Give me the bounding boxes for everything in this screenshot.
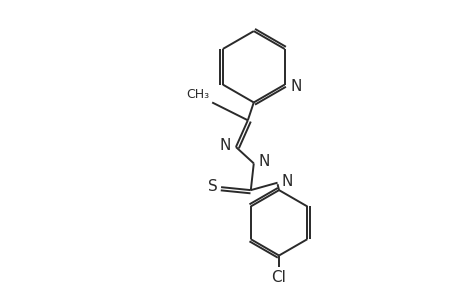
- Text: CH₃: CH₃: [185, 88, 209, 101]
- Text: N: N: [289, 79, 301, 94]
- Text: N: N: [257, 154, 269, 169]
- Text: S: S: [207, 179, 217, 194]
- Text: N: N: [219, 138, 230, 153]
- Text: Cl: Cl: [271, 270, 286, 285]
- Text: N: N: [280, 174, 292, 189]
